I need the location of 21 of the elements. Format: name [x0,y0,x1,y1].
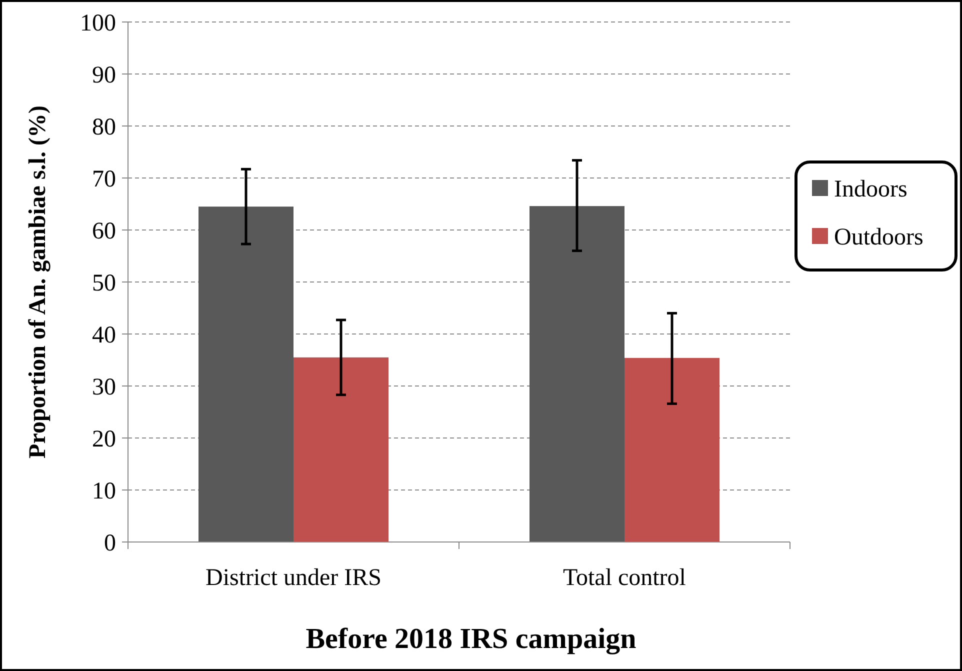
bar [198,206,294,542]
y-tick-label: 60 [92,218,116,244]
y-tick-label: 100 [80,10,116,36]
y-axis-title: Proportion of An. gambiae s.l. (%) [25,106,51,458]
text: Before 2018 IRS campaign [306,623,636,655]
legend-label: Indoors [834,176,908,202]
legend-label: Outdoors [834,224,924,250]
x-tick-label: District under IRS [206,565,382,591]
bar [530,206,624,542]
y-tick-label: 0 [104,530,116,556]
y-tick-label: 10 [92,478,116,504]
y-tick-label: 50 [92,270,116,296]
y-tick-label: 40 [92,322,116,348]
bar [624,358,720,542]
y-tick-label: 30 [92,374,116,400]
y-tick-label: 80 [92,114,116,140]
y-tick-label: 90 [92,62,116,88]
y-tick-label: 70 [92,166,116,192]
x-tick-label: Total control [563,565,686,591]
bar [294,357,388,542]
y-tick-label: 20 [92,426,116,452]
